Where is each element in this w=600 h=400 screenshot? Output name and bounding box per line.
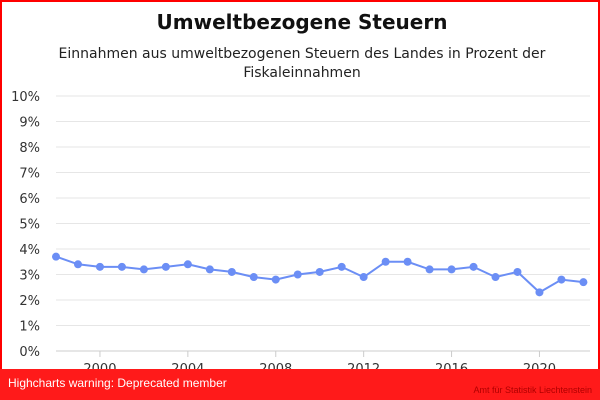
y-tick-label: 1%: [19, 320, 40, 335]
data-point[interactable]: [52, 252, 60, 261]
data-point[interactable]: [447, 265, 456, 274]
warning-bar: Highcharts warning: Deprecated member Am…: [0, 369, 600, 400]
y-tick-label: 7%: [19, 167, 40, 182]
data-point[interactable]: [161, 262, 170, 271]
data-point[interactable]: [579, 278, 588, 287]
data-point[interactable]: [425, 265, 434, 274]
chart-subtitle: Einnahmen aus umweltbezogenen Steuern de…: [58, 46, 546, 81]
data-point[interactable]: [513, 267, 522, 276]
y-tick-label: 2%: [19, 294, 40, 309]
data-point[interactable]: [117, 262, 126, 271]
y-tick-label: 9%: [19, 116, 40, 131]
grid-lines: [56, 95, 590, 352]
y-tick-label: 6%: [19, 192, 40, 207]
y-tick-label: 10%: [11, 90, 40, 105]
warning-text: Highcharts warning: Deprecated member: [8, 376, 227, 390]
data-point[interactable]: [95, 262, 104, 271]
data-point[interactable]: [535, 288, 544, 297]
chart-title: Umweltbezogene Steuern: [156, 10, 448, 34]
y-tick-label: 3%: [19, 269, 40, 284]
series-layer: [52, 252, 588, 297]
data-point[interactable]: [205, 265, 214, 274]
data-point[interactable]: [359, 273, 368, 282]
data-point[interactable]: [381, 257, 390, 266]
credits-link[interactable]: Amt für Statistik Liechtenstein: [473, 385, 592, 395]
data-point[interactable]: [315, 267, 324, 276]
data-point[interactable]: [227, 267, 236, 276]
y-tick-label: 4%: [19, 243, 40, 258]
data-point[interactable]: [271, 275, 280, 284]
data-point[interactable]: [293, 270, 302, 279]
data-point[interactable]: [469, 262, 478, 271]
data-point[interactable]: [557, 275, 566, 284]
data-point[interactable]: [491, 273, 500, 282]
y-tick-label: 0%: [19, 345, 40, 360]
data-point[interactable]: [337, 262, 346, 271]
y-tick-label: 5%: [19, 218, 40, 233]
y-axis-ticks: 0% 1% 2% 3% 4% 5% 6% 7% 8% 9% 10%: [11, 90, 40, 360]
data-point[interactable]: [139, 265, 148, 274]
y-tick-label: 8%: [19, 141, 40, 156]
data-point[interactable]: [403, 257, 412, 266]
data-point[interactable]: [249, 273, 258, 282]
data-point[interactable]: [73, 260, 82, 269]
data-point[interactable]: [183, 260, 192, 269]
